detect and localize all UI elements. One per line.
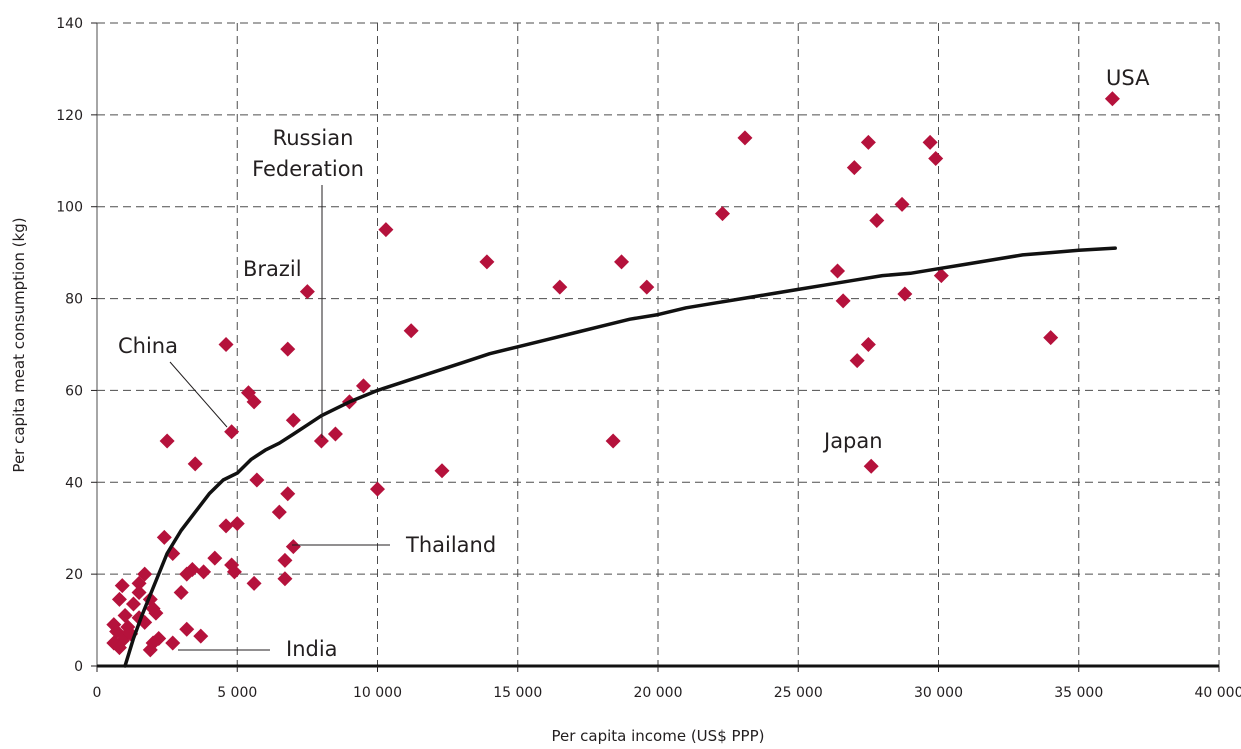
annotation-japan: Japan	[822, 429, 883, 453]
x-tick-label: 25 000	[774, 685, 823, 701]
data-point	[246, 575, 262, 591]
x-axis-title: Per capita income (US$ PPP)	[551, 727, 764, 745]
data-point	[249, 472, 265, 488]
x-tick-label: 40 000	[1195, 685, 1241, 701]
x-tick-label: 5 000	[217, 685, 257, 701]
data-point	[111, 640, 127, 656]
y-axis-title: Per capita meat consumption (kg)	[10, 217, 28, 472]
data-point	[207, 550, 223, 566]
data-point	[737, 130, 753, 146]
x-tick-label: 35 000	[1054, 685, 1103, 701]
data-point	[614, 254, 630, 270]
data-point	[863, 458, 879, 474]
x-tick-label: 10 000	[353, 685, 402, 701]
data-point	[933, 268, 949, 284]
data-point	[165, 635, 181, 651]
data-point	[1104, 91, 1120, 107]
data-point	[179, 621, 195, 637]
data-point	[114, 578, 130, 594]
data-point	[277, 571, 293, 587]
x-tick-label: 15 000	[493, 685, 542, 701]
annotations: USA Russian Federation Brazil China Japa…	[118, 66, 1150, 661]
data-point	[131, 585, 147, 601]
annotation-thailand: Thailand	[405, 533, 496, 557]
data-point	[313, 433, 329, 449]
data-point	[111, 591, 127, 607]
annotation-leaders	[169, 185, 390, 651]
leader-china	[169, 361, 228, 428]
annotation-brazil: Brazil	[243, 257, 302, 281]
data-point	[193, 628, 209, 644]
data-point	[280, 341, 296, 357]
data-point	[849, 353, 865, 369]
y-axis-ticks: 0 20 40 60 80 100 120 140	[56, 16, 97, 675]
x-axis-ticks: 0 5 000 10 000 15 000 20 000 25 000 30 000 35 0…	[93, 666, 1241, 701]
data-point	[131, 575, 147, 591]
data-point	[715, 206, 731, 222]
data-point	[285, 412, 301, 428]
data-point	[830, 263, 846, 279]
data-point	[894, 196, 910, 212]
data-point	[187, 456, 203, 472]
y-tick-label: 20	[65, 567, 83, 583]
data-point	[860, 134, 876, 150]
data-point	[148, 605, 164, 621]
data-point	[928, 150, 944, 166]
data-point	[285, 539, 301, 555]
y-tick-label: 120	[56, 108, 83, 124]
data-point	[403, 323, 419, 339]
data-point	[280, 486, 296, 502]
data-point	[179, 566, 195, 582]
data-point	[173, 585, 189, 601]
data-point	[869, 212, 885, 228]
x-tick-label: 20 000	[634, 685, 683, 701]
annotation-china: China	[118, 334, 178, 358]
y-tick-label: 80	[65, 292, 83, 308]
data-point	[229, 516, 245, 532]
data-point	[327, 426, 343, 442]
data-point	[552, 279, 568, 295]
data-point	[117, 607, 133, 623]
data-point	[218, 337, 234, 352]
y-tick-label: 100	[56, 200, 83, 216]
data-point	[246, 394, 262, 410]
data-point	[434, 463, 450, 479]
data-point	[156, 529, 172, 545]
x-tick-label: 0	[93, 685, 102, 701]
y-tick-label: 0	[74, 659, 83, 675]
data-point	[224, 557, 240, 573]
data-point	[846, 160, 862, 176]
y-tick-label: 140	[56, 16, 83, 32]
annotation-russian: Russian	[273, 126, 354, 150]
data-point	[605, 433, 621, 449]
annotation-federation: Federation	[252, 157, 364, 181]
data-point	[142, 642, 158, 658]
data-point	[897, 286, 913, 302]
data-point	[277, 552, 293, 568]
data-point	[271, 504, 287, 520]
data-point	[370, 481, 385, 497]
y-tick-label: 40	[65, 475, 83, 491]
annotation-india: India	[286, 637, 338, 661]
data-point	[378, 222, 394, 238]
data-point	[159, 433, 175, 449]
x-tick-label: 30 000	[914, 685, 963, 701]
trend-line	[123, 246, 1117, 668]
data-point	[479, 254, 495, 270]
data-point	[1043, 330, 1059, 346]
data-point	[224, 424, 240, 440]
data-point	[218, 518, 234, 534]
data-point	[196, 564, 212, 580]
annotation-usa: USA	[1106, 66, 1150, 90]
data-point	[355, 378, 371, 394]
data-point	[835, 293, 851, 309]
data-point	[299, 284, 315, 300]
y-tick-label: 60	[65, 383, 83, 399]
data-point	[639, 279, 655, 295]
data-point	[125, 596, 141, 612]
data-point	[922, 134, 938, 150]
data-point	[860, 337, 876, 352]
